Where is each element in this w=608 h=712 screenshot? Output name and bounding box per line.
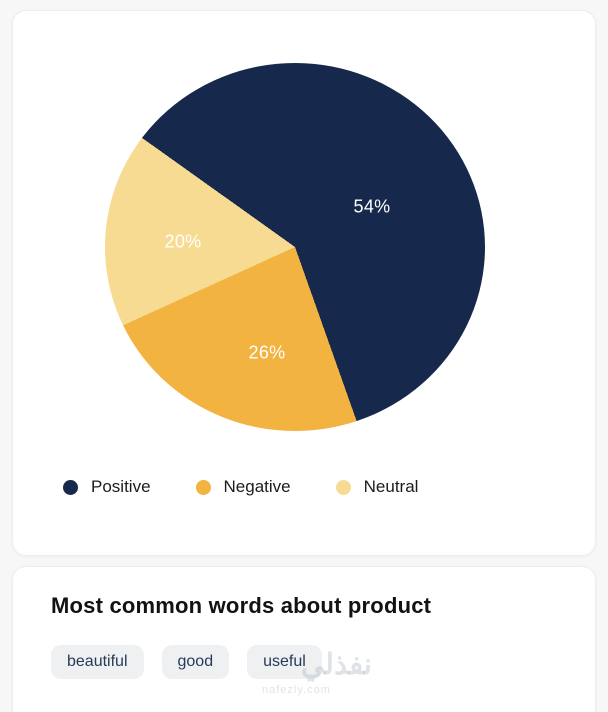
pie-label-neutral: 20% (164, 231, 202, 252)
legend-dot-positive-icon (63, 479, 78, 495)
legend-label-negative: Negative (223, 477, 291, 496)
legend-label-neutral: Neutral (363, 477, 419, 496)
chart-legend: Positive Negative Neutral (63, 477, 418, 497)
pie-label-positive: 54% (353, 196, 391, 217)
word-tag: good (161, 645, 230, 679)
pie-label-negative: 26% (248, 342, 286, 363)
legend-item-negative[interactable]: Negative (195, 477, 291, 497)
word-tag: useful (247, 645, 322, 679)
legend-item-neutral[interactable]: Neutral (335, 477, 419, 497)
sentiment-chart-card: 54% 26% 20% Positive Negative Neutral (12, 10, 596, 556)
legend-dot-negative-icon (195, 479, 211, 495)
sentiment-pie-chart (105, 63, 485, 431)
word-tag: beautiful (51, 645, 144, 679)
common-words-title: Most common words about product (51, 593, 432, 618)
common-words-card: Most common words about product beautifu… (12, 566, 596, 712)
legend-item-positive[interactable]: Positive (63, 477, 151, 497)
legend-dot-neutral-icon (335, 479, 351, 495)
legend-label-positive: Positive (91, 477, 151, 496)
word-tags-row: beautiful good useful (51, 645, 340, 679)
